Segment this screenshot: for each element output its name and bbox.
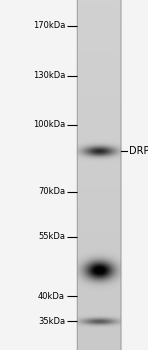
Text: 40kDa: 40kDa — [38, 292, 65, 301]
Text: 70kDa: 70kDa — [38, 187, 65, 196]
Text: 55kDa: 55kDa — [38, 232, 65, 241]
Text: 35kDa: 35kDa — [38, 317, 65, 326]
Text: DRP2: DRP2 — [130, 146, 148, 156]
Text: 100kDa: 100kDa — [33, 120, 65, 130]
Text: 130kDa: 130kDa — [33, 71, 65, 80]
Text: 170kDa: 170kDa — [33, 21, 65, 30]
